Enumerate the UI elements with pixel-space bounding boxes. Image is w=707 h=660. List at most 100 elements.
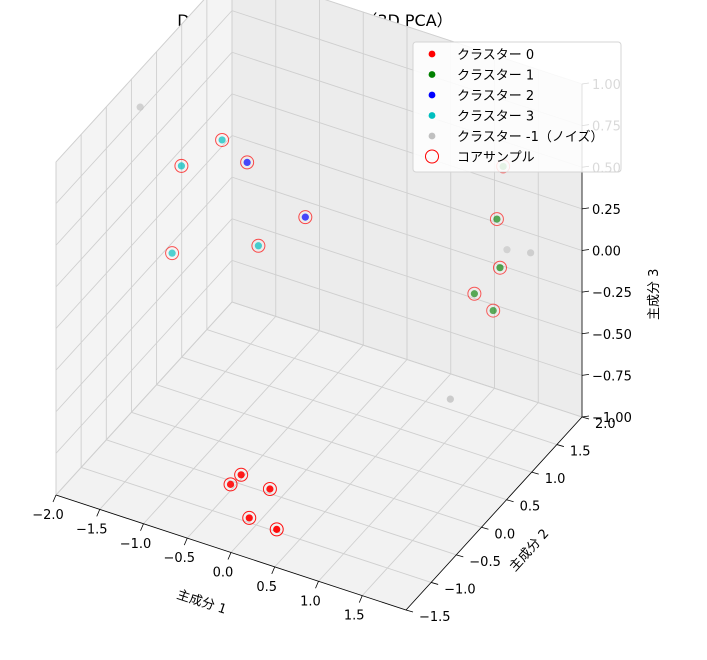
- data-point-series-3: [254, 242, 263, 250]
- z-tick-label: −0.50: [592, 328, 632, 343]
- core-sample-ring: [234, 467, 249, 482]
- x-tick-mark: [271, 566, 276, 575]
- grid-line-z-back: [231, 93, 583, 210]
- data-point-series-0: [273, 525, 281, 533]
- legend-marker: [428, 91, 436, 99]
- core-sample-ring: [251, 238, 266, 253]
- y-tick-label: 0.0: [494, 527, 515, 542]
- x-tick-label: 1.0: [300, 594, 321, 609]
- legend: クラスター 0 クラスター 1 クラスター 2 クラスター 3 クラスター -1（ノイズ…: [412, 41, 622, 173]
- core-sample-ring: [174, 158, 189, 173]
- x-tick-mark: [140, 523, 144, 531]
- x-tick-label: −1.5: [76, 522, 108, 537]
- legend-label: クラスター 3: [457, 110, 534, 125]
- data-point-series-4: [503, 246, 511, 254]
- legend-label: クラスター 1: [457, 69, 534, 84]
- grid-line-x-floor: [274, 373, 452, 568]
- x-tick-mark: [52, 494, 57, 503]
- grid-line-z-back: [231, 218, 583, 335]
- z-tick-label: −0.25: [592, 286, 632, 301]
- legend-label: クラスター 2: [457, 89, 534, 104]
- grid-line-z-side: [55, 301, 233, 496]
- grid-line-y-floor: [181, 356, 532, 473]
- y-tick-mark: [456, 554, 464, 558]
- y-tick-label: 1.5: [570, 445, 591, 460]
- grid-line-z-side: [55, 218, 233, 413]
- y-tick-label: 1.0: [545, 472, 566, 487]
- grid-line-x-floor: [99, 316, 277, 510]
- grid-line-y-floor: [131, 411, 482, 528]
- z-tick-label: 0.25: [592, 203, 621, 218]
- legend-marker: [428, 50, 436, 58]
- core-sample-ring: [298, 210, 313, 225]
- z-tick-mark: [581, 249, 590, 251]
- grid-line-z-back: [231, 176, 583, 293]
- grid-line-x-floor: [318, 387, 495, 582]
- data-point-series-4: [527, 249, 535, 257]
- grid-line-y-floor: [106, 439, 457, 556]
- data-point-series-1: [470, 290, 478, 298]
- data-point-series-1: [496, 264, 504, 272]
- z-tick-mark: [581, 332, 590, 335]
- x-tick-mark: [183, 537, 188, 546]
- grid-line-z-back: [231, 301, 583, 418]
- z-axis-label: 主成分 3: [647, 269, 662, 320]
- grid-line-z-side: [55, 0, 205, 163]
- grid-line-y-floor: [156, 384, 507, 501]
- y-tick-label: −1.5: [419, 610, 451, 625]
- data-point-series-3: [177, 162, 186, 170]
- z-tick-mark: [581, 415, 590, 418]
- y-tick-mark: [531, 471, 539, 475]
- data-point-series-3: [218, 136, 226, 144]
- x-tick-label: −0.5: [163, 551, 195, 566]
- data-point-series-0: [266, 485, 274, 493]
- grid-line-z-side: [55, 135, 233, 329]
- legend-frame: [412, 41, 622, 173]
- z-tick-mark: [581, 290, 590, 293]
- core-sample-ring: [492, 260, 507, 275]
- x-tick-mark: [358, 595, 363, 603]
- core-sample-ring: [242, 510, 257, 525]
- y-tick-label: 0.5: [520, 500, 541, 515]
- grid-line-y-floor: [206, 329, 557, 445]
- data-point-series-1: [489, 306, 497, 315]
- y-tick-label: −0.5: [469, 555, 501, 570]
- y-tick-mark: [405, 609, 414, 613]
- y-tick-mark: [431, 582, 439, 585]
- grid-line-z-side: [55, 93, 233, 288]
- z-tick-mark: [581, 207, 590, 210]
- data-point-series-4: [446, 395, 454, 403]
- legend-label: コアサンプル: [457, 151, 535, 166]
- z-tick-mark: [581, 373, 590, 376]
- y-tick-mark: [481, 526, 489, 530]
- core-sample-ring: [240, 155, 255, 170]
- grid-line-x-floor: [186, 344, 364, 539]
- grid-line-z-back: [231, 259, 583, 376]
- grid-line-z-side: [55, 176, 233, 371]
- z-tick-label: 0.00: [592, 245, 621, 260]
- data-point-series-2: [301, 213, 309, 221]
- data-point-series-1: [493, 215, 501, 223]
- data-point-series-0: [245, 514, 253, 522]
- grid-line-x-floor: [230, 359, 408, 553]
- z-tick-label: −1.00: [592, 411, 632, 426]
- core-sample-ring: [489, 212, 504, 227]
- grid-line-z-side: [55, 10, 233, 204]
- x-axis-label: 主成分 1: [175, 588, 229, 618]
- legend-label: クラスター 0: [457, 48, 534, 63]
- y-tick-label: 2.0: [595, 417, 616, 432]
- legend-marker: [428, 132, 436, 140]
- legend-marker: [428, 112, 436, 119]
- data-point-series-0: [226, 480, 235, 488]
- x-tick-label: 1.5: [344, 609, 365, 624]
- y-axis-line: [405, 416, 583, 611]
- y-tick-label: −1.0: [444, 582, 476, 597]
- x-tick-label: −1.0: [120, 537, 152, 552]
- legend-label: クラスター -1（ノイズ）: [457, 129, 603, 145]
- core-sample-ring: [223, 477, 238, 492]
- grid-line-x-floor: [361, 402, 539, 596]
- x-tick-mark: [227, 552, 232, 560]
- core-sample-ring: [215, 132, 230, 147]
- grid-line-y-floor: [81, 467, 432, 583]
- x-tick-mark: [315, 581, 319, 589]
